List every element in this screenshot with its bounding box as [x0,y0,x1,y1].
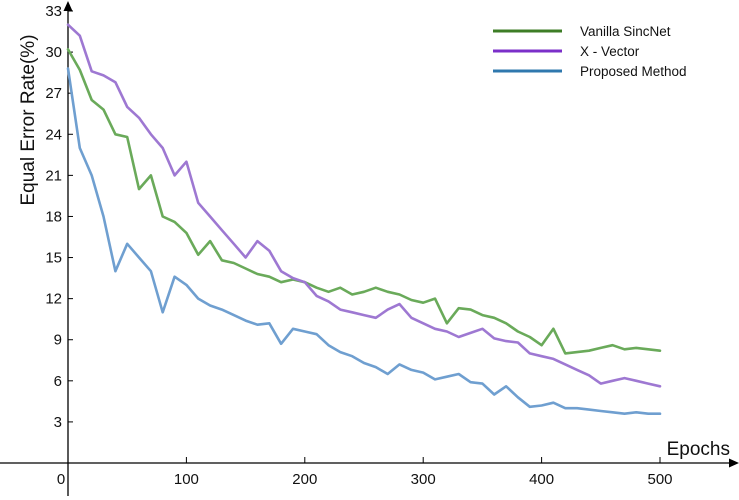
x-axis-arrow [729,458,739,468]
y-tick-label: 30 [45,44,62,61]
y-tick-label: 12 [45,291,62,308]
x-tick-label: 0 [57,471,65,488]
x-axis-label: Epochs [667,439,730,460]
x-tick-label: 400 [529,471,554,488]
legend-label: Vanilla SincNet [580,24,671,39]
series-line-vanilla-sincnet [66,48,662,355]
series-line-x-vector [66,23,662,388]
series-lines [66,23,662,416]
tick-labels: 0 100 200 300 400 500 3 6 9 12 15 18 21 24 27 30 33 [45,3,672,488]
y-axis-arrow [63,1,73,11]
y-tick-label: 27 [45,85,62,102]
y-tick-label: 15 [45,250,62,267]
x-tick-label: 500 [647,471,672,488]
x-tick-label: 200 [292,471,317,488]
y-tick-label: 6 [54,373,62,390]
legend-label: X - Vector [580,44,640,59]
y-tick-label: 3 [54,414,62,431]
legend-label: Proposed Method [580,64,687,79]
y-tick-label: 24 [45,126,62,143]
x-tick-label: 300 [411,471,436,488]
y-axis-label: Equal Error Rate(%) [18,34,39,205]
series-line-proposed-method [66,67,662,416]
legend: Vanilla SincNet X - Vector Proposed Method [493,24,687,79]
y-tick-label: 9 [54,332,62,349]
y-tick-label: 33 [45,3,62,20]
y-tick-label: 21 [45,167,62,184]
x-tick-label: 100 [174,471,199,488]
y-tick-label: 18 [45,208,62,225]
